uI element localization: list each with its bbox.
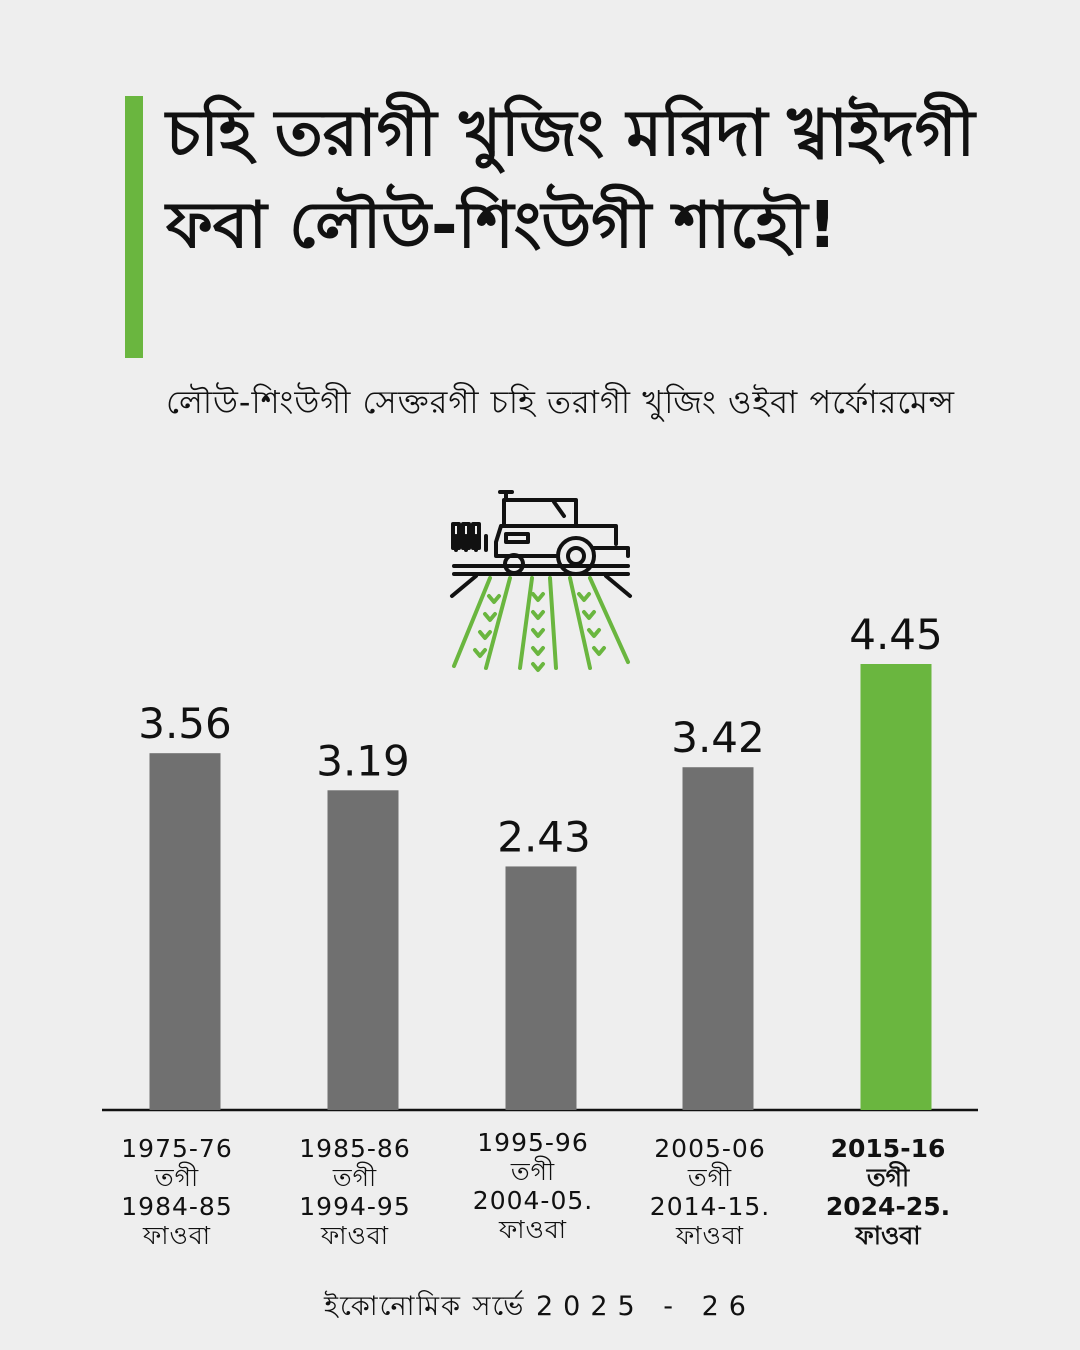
category-label-line: তগী xyxy=(687,1163,733,1192)
category-label-line: 2005-06 xyxy=(654,1134,766,1163)
value-label-3: 2.43 xyxy=(497,812,591,861)
category-label-line: ফাওবা xyxy=(320,1221,390,1250)
category-label-line: 2024-25. xyxy=(825,1192,951,1221)
value-label-5: 4.45 xyxy=(849,610,943,659)
bar-2 xyxy=(327,790,399,1110)
bar-4 xyxy=(682,767,754,1110)
value-label-4: 3.42 xyxy=(671,713,765,762)
category-label-2: 1985-86 তগী 1994-95 ফাওবা xyxy=(270,1134,440,1250)
category-label-line: ফাওবা xyxy=(675,1221,745,1250)
bar-3 xyxy=(505,866,577,1110)
source-credit: ইকোনোমিক সর্ভে 2025 - 26 xyxy=(0,1286,1080,1331)
category-label-line: তগী xyxy=(154,1163,200,1192)
source-year: 2025 - 26 xyxy=(536,1291,756,1322)
category-label-line: তগী xyxy=(510,1157,556,1186)
category-label-line: 2004-05. xyxy=(472,1186,594,1215)
category-label-line: 2014-15. xyxy=(649,1192,771,1221)
category-label-line: 2015-16 xyxy=(830,1134,946,1163)
category-label-line: ফাওবা xyxy=(855,1221,921,1250)
category-label-line: ফাওবা xyxy=(498,1215,568,1244)
title-accent-bar xyxy=(125,96,143,358)
page-subtitle: লৌউ-শিংউগী সেক্তরগী চহি তরাগী খুজিং ওইবা… xyxy=(166,383,956,421)
category-label-line: 1994-95 xyxy=(299,1192,411,1221)
value-label-2: 3.19 xyxy=(316,736,410,785)
category-label-line: 1985-86 xyxy=(299,1134,411,1163)
bar-1 xyxy=(149,753,221,1110)
value-label-1: 3.56 xyxy=(138,699,232,748)
category-label-3: 1995-96 তগী 2004-05. ফাওবা xyxy=(448,1128,618,1244)
category-label-5: 2015-16 তগী 2024-25. ফাওবা xyxy=(803,1134,973,1250)
category-label-line: তগী xyxy=(332,1163,378,1192)
bar-5 xyxy=(860,664,932,1110)
category-label-line: 1995-96 xyxy=(477,1128,589,1157)
category-label-line: 1984-85 xyxy=(121,1192,233,1221)
category-label-line: 1975-76 xyxy=(121,1134,233,1163)
tractor-field-icon xyxy=(450,490,632,672)
source-text: ইকোনোমিক সর্ভে xyxy=(324,1291,526,1322)
category-label-line: তগী xyxy=(866,1163,910,1192)
category-label-line: ফাওবা xyxy=(142,1221,212,1250)
category-label-1: 1975-76 তগী 1984-85 ফাওবা xyxy=(92,1134,262,1250)
category-label-4: 2005-06 তগী 2014-15. ফাওবা xyxy=(625,1134,795,1250)
page-title: চহি তরাগী খুজিং মরিদা খ্বাইদগী ফবা লৌউ-শ… xyxy=(166,97,975,263)
